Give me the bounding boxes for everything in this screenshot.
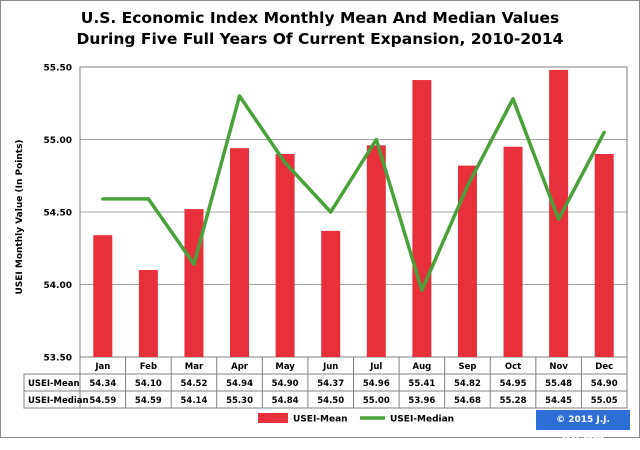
median-point-apr (237, 94, 242, 98)
bar-jun (321, 230, 341, 357)
x-tick-label: Feb (140, 362, 157, 372)
median-point-feb (146, 197, 150, 201)
bar-oct (503, 146, 523, 357)
x-tick-label: Jun (322, 362, 338, 372)
y-tick-label: 54.00 (44, 281, 72, 291)
bar-aug (412, 80, 432, 358)
x-tick-label: Oct (505, 362, 521, 372)
data-label: 55.05 (591, 396, 618, 406)
data-label: 54.94 (226, 379, 253, 389)
data-label: 54.82 (454, 379, 481, 389)
data-label: 54.45 (545, 396, 572, 406)
median-point-nov (557, 217, 561, 221)
bar-jan (93, 235, 113, 357)
x-tick-label: Jan (94, 362, 110, 372)
bar-apr (230, 148, 250, 357)
data-label: 54.59 (135, 396, 162, 406)
median-point-jun (329, 210, 333, 214)
bar-sep (457, 165, 477, 357)
y-tick-label: 54.50 (44, 209, 72, 219)
copyright-badge: © 2015 J.J. McGrath (536, 410, 630, 445)
x-tick-label: Aug (413, 362, 432, 372)
data-label: 54.84 (272, 396, 299, 406)
legend-label-mean: USEI-Mean (293, 415, 348, 425)
x-tick-label: Dec (595, 362, 613, 372)
data-label: 54.52 (181, 379, 208, 389)
data-label: 55.48 (545, 379, 572, 389)
data-label: 54.34 (89, 379, 116, 389)
data-label: 55.28 (500, 396, 527, 406)
x-tick-label: Nov (549, 362, 568, 372)
bar-may (275, 154, 295, 357)
median-point-aug (420, 288, 424, 292)
data-label: 54.68 (454, 396, 481, 406)
x-tick-label: Sep (458, 362, 476, 372)
data-label: 53.96 (408, 396, 435, 406)
bar-nov (549, 69, 569, 358)
data-label: 54.90 (591, 379, 618, 389)
median-point-dec (602, 130, 606, 134)
bar-mar (184, 209, 204, 357)
chart-title: U.S. Economic Index Monthly Mean And Med… (0, 8, 640, 50)
data-label: 54.10 (135, 379, 162, 389)
x-tick-label: Mar (185, 362, 204, 372)
data-label: 54.37 (317, 379, 344, 389)
chart-title-line-1: U.S. Economic Index Monthly Mean And Med… (80, 9, 560, 27)
chart-svg: 53.50 54.00 54.50 55.00 55.50 Jan Feb Mar Apr May… (23, 64, 628, 425)
median-point-may (283, 161, 287, 165)
data-label: 54.59 (89, 396, 116, 406)
y-tick-label: 55.00 (44, 136, 72, 146)
data-label: 54.14 (181, 396, 208, 406)
data-label: 55.41 (408, 379, 435, 389)
bar-dec (594, 154, 614, 357)
chart-title-line-2: During Five Full Years Of Current Expans… (76, 30, 564, 48)
table-row-header: USEI-Mean (28, 379, 80, 389)
data-label: 54.50 (317, 396, 344, 406)
y-tick-label: 53.50 (44, 354, 72, 364)
x-tick-label: Jul (369, 362, 382, 372)
data-label: 55.30 (226, 396, 253, 406)
median-point-sep (465, 184, 470, 188)
median-point-jan (101, 197, 105, 201)
table-row-header: USEI-Median (28, 396, 89, 406)
bar-jul (366, 145, 386, 357)
data-label: 54.96 (363, 379, 390, 389)
bar-feb (138, 270, 158, 357)
median-point-mar (192, 262, 196, 266)
x-tick-label: Apr (231, 362, 249, 372)
y-tick-label: 55.50 (44, 64, 72, 74)
median-point-jul (374, 137, 378, 142)
median-point-oct (511, 97, 515, 101)
data-label: 54.90 (272, 379, 299, 389)
legend-label-median: USEI-Median (390, 415, 454, 425)
x-tick-label: May (275, 362, 295, 372)
median-line (102, 94, 606, 293)
chart-frame (0, 0, 640, 438)
data-label: 55.00 (363, 396, 390, 406)
legend-swatch-mean (258, 413, 288, 423)
data-label: 54.95 (500, 379, 527, 389)
